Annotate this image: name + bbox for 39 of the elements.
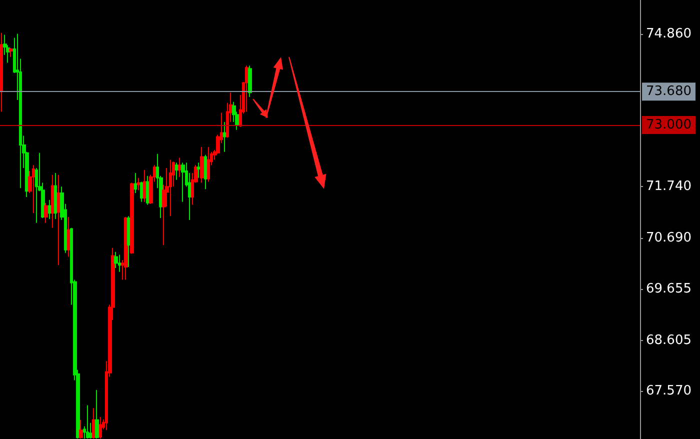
y-tick-label: 68.605 [646, 332, 692, 348]
candlestick [32, 164, 35, 214]
candlestick [134, 172, 137, 194]
candlestick [178, 157, 182, 178]
candlestick [118, 254, 121, 272]
candlestick [169, 159, 172, 217]
candlestick [140, 181, 143, 202]
candlestick [200, 146, 204, 184]
candlestick [204, 154, 207, 190]
candlestick [9, 48, 13, 58]
candlestick [44, 202, 48, 224]
candlestick [67, 216, 70, 258]
candlestick [0, 32, 3, 112]
candlestick [57, 174, 61, 266]
candlestick [79, 419, 83, 439]
candlestick [48, 199, 51, 220]
y-tick-label: 74.860 [646, 26, 692, 42]
candlestick [245, 65, 249, 112]
candlestick [130, 182, 134, 254]
y-tick-label: 69.655 [646, 281, 692, 296]
candlestick [99, 416, 102, 439]
candlestick [197, 162, 201, 178]
ref-line-label: 73.680 [646, 84, 692, 100]
candlestick [207, 146, 210, 182]
candlestick [54, 172, 57, 220]
candlestick [51, 174, 54, 228]
candlestick [223, 122, 226, 152]
candlestick [114, 251, 118, 269]
y-tick-label: 67.570 [646, 383, 692, 398]
candlestick [86, 404, 89, 439]
ref-line-label: 73.000 [646, 117, 692, 132]
candlestick [124, 216, 128, 280]
candlestick [175, 162, 178, 180]
candlestick [95, 390, 99, 439]
candlestick [137, 177, 140, 191]
y-tick-label: 70.690 [646, 230, 692, 246]
candlestick [181, 162, 185, 202]
candlestick [248, 65, 252, 98]
y-tick-label: 71.740 [646, 179, 692, 194]
